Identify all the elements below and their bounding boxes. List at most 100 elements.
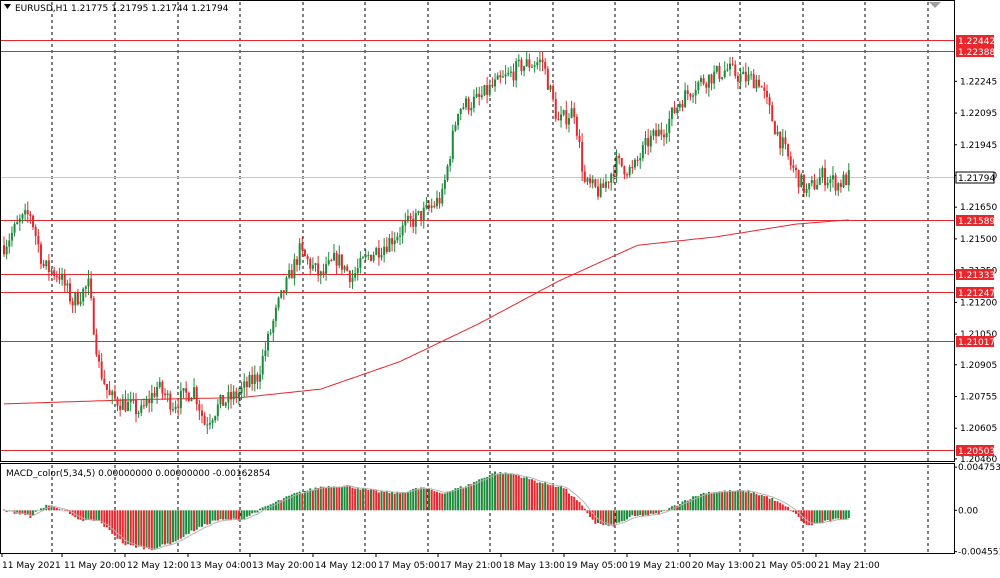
bull-candle[interactable] (50, 270, 53, 273)
bear-candle[interactable] (69, 283, 71, 302)
bull-candle[interactable] (87, 278, 90, 287)
bear-candle[interactable] (631, 167, 634, 169)
bear-candle[interactable] (34, 227, 37, 236)
bull-candle[interactable] (267, 333, 269, 351)
bear-candle[interactable] (660, 129, 663, 135)
bull-candle[interactable] (280, 290, 283, 298)
bull-candle[interactable] (454, 125, 457, 131)
bear-candle[interactable] (557, 118, 560, 121)
bull-candle[interactable] (818, 177, 821, 185)
bear-candle[interactable] (718, 66, 721, 79)
bear-candle[interactable] (546, 68, 549, 90)
bull-candle[interactable] (451, 130, 454, 160)
bull-candle[interactable] (364, 255, 367, 258)
bear-candle[interactable] (251, 374, 254, 384)
bull-candle[interactable] (750, 74, 753, 76)
bear-candle[interactable] (573, 108, 576, 117)
bull-candle[interactable] (837, 183, 840, 191)
bear-candle[interactable] (161, 381, 164, 394)
bear-candle[interactable] (623, 166, 626, 175)
bull-candle[interactable] (480, 95, 483, 98)
bear-candle[interactable] (581, 142, 584, 172)
bear-candle[interactable] (26, 210, 29, 215)
bear-candle[interactable] (290, 269, 293, 279)
bear-candle[interactable] (195, 387, 198, 405)
bull-candle[interactable] (356, 267, 359, 274)
bull-candle[interactable] (190, 397, 193, 402)
bear-candle[interactable] (303, 249, 306, 257)
bear-candle[interactable] (245, 381, 248, 388)
bull-candle[interactable] (676, 107, 679, 114)
bull-candle[interactable] (367, 255, 370, 257)
symbol-dropdown-icon[interactable] (4, 4, 11, 9)
bear-candle[interactable] (135, 399, 137, 415)
bear-candle[interactable] (491, 84, 494, 87)
bear-candle[interactable] (597, 186, 599, 197)
bull-candle[interactable] (121, 398, 124, 410)
bear-candle[interactable] (98, 354, 101, 362)
bear-candle[interactable] (187, 392, 190, 402)
bear-candle[interactable] (377, 247, 380, 258)
bull-candle[interactable] (707, 74, 710, 88)
bull-candle[interactable] (457, 113, 460, 126)
bear-candle[interactable] (681, 103, 684, 108)
bear-candle[interactable] (164, 393, 167, 396)
bull-candle[interactable] (311, 265, 314, 269)
bear-candle[interactable] (784, 137, 787, 145)
bull-candle[interactable] (509, 71, 512, 73)
bull-candle[interactable] (66, 283, 69, 286)
bull-candle[interactable] (504, 74, 507, 77)
bear-candle[interactable] (689, 93, 692, 97)
bull-candle[interactable] (243, 381, 246, 388)
bear-candle[interactable] (575, 116, 578, 136)
bull-candle[interactable] (665, 133, 668, 138)
bear-candle[interactable] (763, 87, 766, 91)
bull-candle[interactable] (747, 74, 750, 82)
bull-candle[interactable] (404, 220, 407, 226)
bull-candle[interactable] (816, 184, 819, 190)
bull-candle[interactable] (285, 277, 288, 294)
bull-candle[interactable] (18, 218, 21, 223)
bull-candle[interactable] (808, 183, 811, 190)
bull-candle[interactable] (240, 387, 243, 394)
bear-candle[interactable] (142, 405, 145, 407)
bull-candle[interactable] (298, 243, 301, 265)
bear-candle[interactable] (317, 263, 320, 276)
bull-candle[interactable] (639, 158, 642, 161)
bear-candle[interactable] (583, 171, 586, 182)
bull-candle[interactable] (776, 131, 779, 135)
bull-candle[interactable] (401, 225, 404, 236)
bull-candle[interactable] (678, 103, 681, 108)
bull-candle[interactable] (536, 62, 539, 66)
bear-candle[interactable] (177, 406, 180, 408)
bear-candle[interactable] (779, 131, 782, 149)
candlesticks[interactable] (3, 50, 850, 435)
horizontal-levels[interactable] (1, 40, 954, 451)
bear-candle[interactable] (760, 86, 763, 88)
bear-candle[interactable] (736, 75, 739, 82)
bull-candle[interactable] (383, 246, 386, 255)
bull-candle[interactable] (261, 355, 264, 375)
bull-candle[interactable] (13, 224, 16, 233)
bear-candle[interactable] (113, 391, 116, 399)
bull-candle[interactable] (610, 173, 613, 183)
bull-candle[interactable] (628, 167, 631, 176)
bull-candle[interactable] (462, 107, 465, 109)
bull-candle[interactable] (325, 264, 328, 274)
bear-candle[interactable] (520, 59, 523, 71)
bear-candle[interactable] (124, 398, 127, 411)
bear-candle[interactable] (771, 105, 774, 122)
bull-candle[interactable] (781, 137, 784, 149)
bull-candle[interactable] (829, 179, 832, 183)
bull-candle[interactable] (174, 406, 177, 410)
bull-candle[interactable] (8, 240, 11, 247)
bull-candle[interactable] (127, 401, 130, 411)
bull-candle[interactable] (488, 84, 491, 95)
bear-candle[interactable] (428, 204, 431, 208)
bear-candle[interactable] (100, 361, 103, 379)
bear-candle[interactable] (3, 245, 5, 255)
bull-candle[interactable] (821, 168, 824, 178)
bear-candle[interactable] (647, 138, 650, 147)
bear-candle[interactable] (296, 259, 299, 265)
bear-candle[interactable] (578, 135, 581, 143)
